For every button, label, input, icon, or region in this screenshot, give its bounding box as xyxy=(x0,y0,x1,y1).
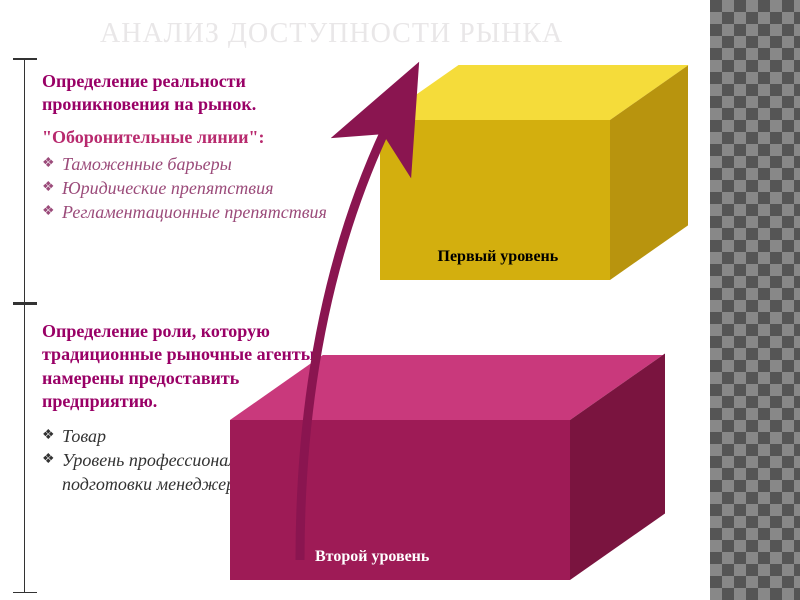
block-upper-label: Первый уровень xyxy=(438,248,559,266)
section1-list: Таможенные барьеры Юридические препятств… xyxy=(42,152,342,225)
page-title: АНАЛИЗ ДОСТУПНОСТИ РЫНКА xyxy=(100,18,563,50)
bracket-upper xyxy=(24,58,25,303)
list-item: Регламентационные препятствия xyxy=(42,200,342,224)
side-pattern xyxy=(710,0,800,600)
section1-heading: Определение реальности проникновения на … xyxy=(42,70,342,117)
section-upper: Определение реальности проникновения на … xyxy=(42,70,342,225)
section1-subheading: "Оборонительные линии": xyxy=(42,127,342,148)
block-lower-label: Второй уровень xyxy=(315,548,429,566)
list-item: Таможенные барьеры xyxy=(42,152,342,176)
list-item: Юридические препятствия xyxy=(42,176,342,200)
bracket-lower xyxy=(24,303,25,593)
